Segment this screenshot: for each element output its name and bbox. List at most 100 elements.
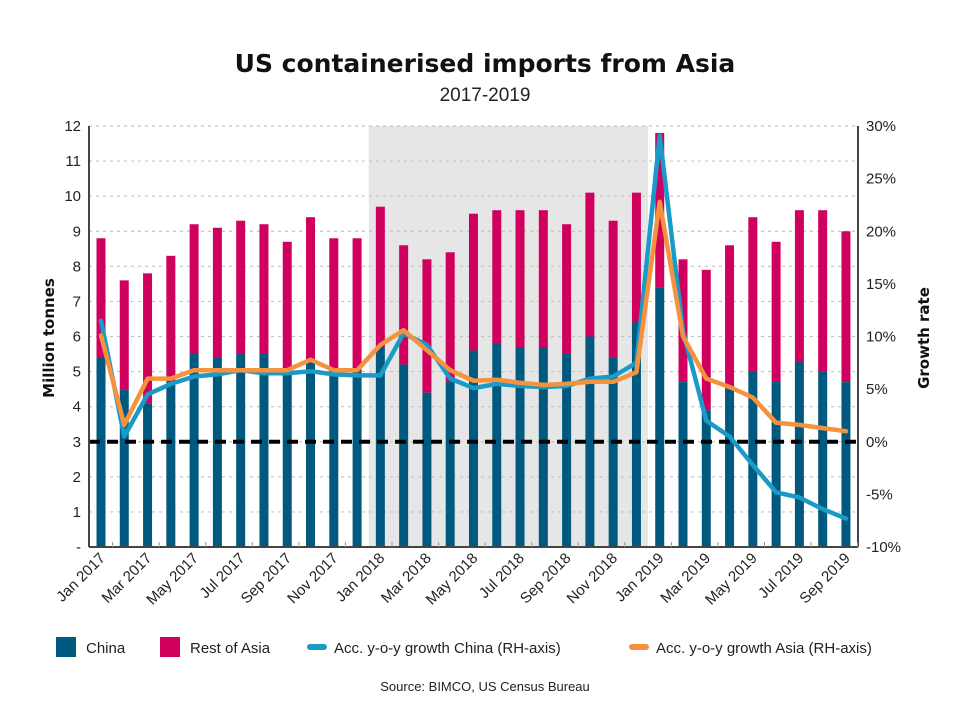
bar-china [445, 382, 455, 547]
bar-china [259, 354, 269, 547]
bar-china [585, 336, 595, 547]
bar-rest-of-asia [306, 217, 316, 362]
legend-label: Acc. y-o-y growth China (RH-axis) [334, 640, 561, 657]
bar-rest-of-asia [492, 210, 502, 344]
bar-china [608, 357, 618, 547]
bar-rest-of-asia [399, 245, 409, 365]
legend-label: Acc. y-o-y growth Asia (RH-axis) [656, 640, 872, 657]
y2-tick-label: 25% [866, 171, 896, 188]
y-tick-label: 6 [73, 329, 81, 346]
bar-rest-of-asia [771, 241, 781, 383]
bar-rest-of-asia [375, 206, 385, 348]
chart-title: US containerised imports from Asia [235, 49, 736, 78]
bar-china [399, 364, 409, 547]
bar-rest-of-asia [119, 280, 129, 390]
y-tick-label: 7 [73, 293, 81, 310]
line-growth-asia [98, 199, 849, 434]
bar-rest-of-asia [608, 220, 618, 358]
bar-rest-of-asia [562, 224, 572, 355]
bar-china [422, 392, 432, 547]
bar-china [468, 350, 478, 547]
bar-china [562, 354, 572, 547]
bar-china [143, 403, 153, 547]
bar-rest-of-asia [841, 231, 851, 383]
bar-rest-of-asia [725, 245, 735, 390]
bar-rest-of-asia [212, 227, 222, 358]
y2-tick-label: 0% [866, 434, 888, 451]
y-tick-label: 1 [73, 504, 81, 521]
bar-china [655, 287, 665, 547]
bar-china [306, 361, 316, 547]
bar-rest-of-asia [701, 269, 711, 411]
y-tick-label: 5 [73, 364, 81, 381]
y2-tick-label: 15% [866, 276, 896, 293]
bar-rest-of-asia [282, 241, 292, 372]
bar-china [771, 382, 781, 547]
legend-label: Rest of Asia [190, 640, 271, 657]
bar-layer [96, 133, 851, 547]
bar-rest-of-asia [468, 213, 478, 351]
legend-item-growth-china: Acc. y-o-y growth China (RH-axis) [307, 640, 561, 657]
bar-china [212, 357, 222, 547]
bar-china [631, 322, 641, 547]
x-tick-label: Nov 2018 [564, 550, 621, 607]
bar-rest-of-asia [515, 210, 525, 348]
y-axis-title: Million tonnes [40, 278, 58, 398]
legend-item-growth-asia: Acc. y-o-y growth Asia (RH-axis) [629, 640, 872, 657]
bar-china [119, 389, 129, 547]
y-tick-label: 4 [73, 399, 81, 416]
bar-rest-of-asia [352, 238, 362, 372]
bar-china [678, 382, 688, 547]
bar-rest-of-asia [259, 224, 269, 355]
bar-china [166, 382, 176, 547]
bar-china [538, 347, 548, 547]
bar-rest-of-asia [143, 273, 153, 404]
x-tick-label: Nov 2017 [284, 550, 341, 607]
y-tick-label: 12 [64, 118, 81, 135]
source-note: Source: BIMCO, US Census Bureau [380, 679, 590, 694]
bar-rest-of-asia [538, 210, 548, 348]
legend-swatch [160, 637, 180, 657]
legend: China Rest of Asia Acc. y-o-y growth China… [56, 637, 872, 657]
bar-china [841, 382, 851, 547]
bar-rest-of-asia [236, 220, 246, 355]
y-tick-label: - [76, 539, 81, 556]
bar-rest-of-asia [422, 259, 432, 393]
y-tick-label: 8 [73, 258, 81, 275]
bar-rest-of-asia [189, 224, 199, 355]
y-tick-label: 2 [73, 469, 81, 486]
y2-axis-ticks: -10% -5% 0% 5% 10% 15% 20% 25% 30% [866, 118, 901, 556]
bar-china [329, 371, 339, 547]
chart-subtitle: 2017-2019 [440, 85, 531, 106]
legend-item-rest-of-asia: Rest of Asia [160, 637, 271, 657]
bar-china [701, 410, 711, 547]
y-tick-label: 9 [73, 223, 81, 240]
bar-china [515, 347, 525, 547]
bar-china [375, 347, 385, 547]
axis-layer [88, 126, 859, 548]
bar-rest-of-asia [329, 238, 339, 372]
bar-china [748, 371, 758, 547]
bar-rest-of-asia [96, 238, 106, 358]
bar-rest-of-asia [445, 252, 455, 383]
y-tick-label: 3 [73, 434, 81, 451]
line-growth-china [98, 133, 849, 521]
bar-china [96, 357, 106, 547]
y2-axis-title: Growth rate [915, 287, 933, 389]
bar-rest-of-asia [631, 192, 641, 323]
line-layer [98, 133, 849, 521]
bar-rest-of-asia [585, 192, 595, 337]
y-tick-label: 10 [64, 188, 81, 205]
y2-tick-label: 20% [866, 223, 896, 240]
y2-tick-label: 30% [866, 118, 896, 135]
bar-china [352, 371, 362, 547]
bar-rest-of-asia [818, 210, 828, 372]
legend-item-china: China [56, 637, 126, 657]
y2-tick-label: 10% [866, 329, 896, 346]
bar-china [189, 354, 199, 547]
x-tick-label: Sep 2019 [796, 550, 853, 607]
bar-china [818, 371, 828, 547]
